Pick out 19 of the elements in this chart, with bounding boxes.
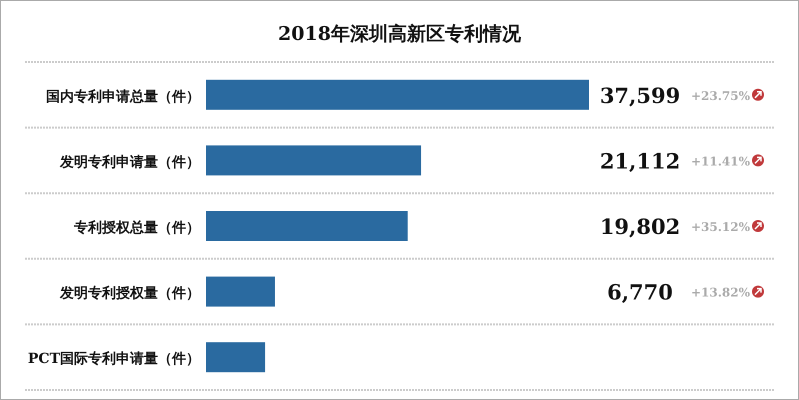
- bar: [206, 145, 422, 176]
- text: +13.82%: [690, 286, 751, 300]
- bar: [206, 211, 408, 241]
- y-tick-label: PCT国际专利申请量（件）: [28, 350, 200, 368]
- data-label: 37,599: [600, 82, 680, 108]
- bar: [206, 342, 266, 372]
- y-tick-label: 国内专利申请总量（件）: [46, 88, 200, 105]
- y-tick-label: 发明专利授权量（件）: [59, 284, 200, 302]
- bar: [206, 80, 589, 110]
- data-label: 21,112: [600, 148, 680, 174]
- data-label: 19,802: [600, 214, 680, 239]
- text: +23.75%: [690, 88, 751, 103]
- y-tick-label: 发明专利申请量（件）: [59, 153, 200, 170]
- text: +35.12%: [690, 220, 751, 234]
- data-label: 6,770: [607, 280, 673, 305]
- y-tick-label: 专利授权总量（件）: [73, 219, 200, 236]
- chart-title: 2018年深圳高新区专利情况: [278, 23, 522, 45]
- text: +11.41%: [690, 154, 751, 168]
- bar: [206, 276, 275, 307]
